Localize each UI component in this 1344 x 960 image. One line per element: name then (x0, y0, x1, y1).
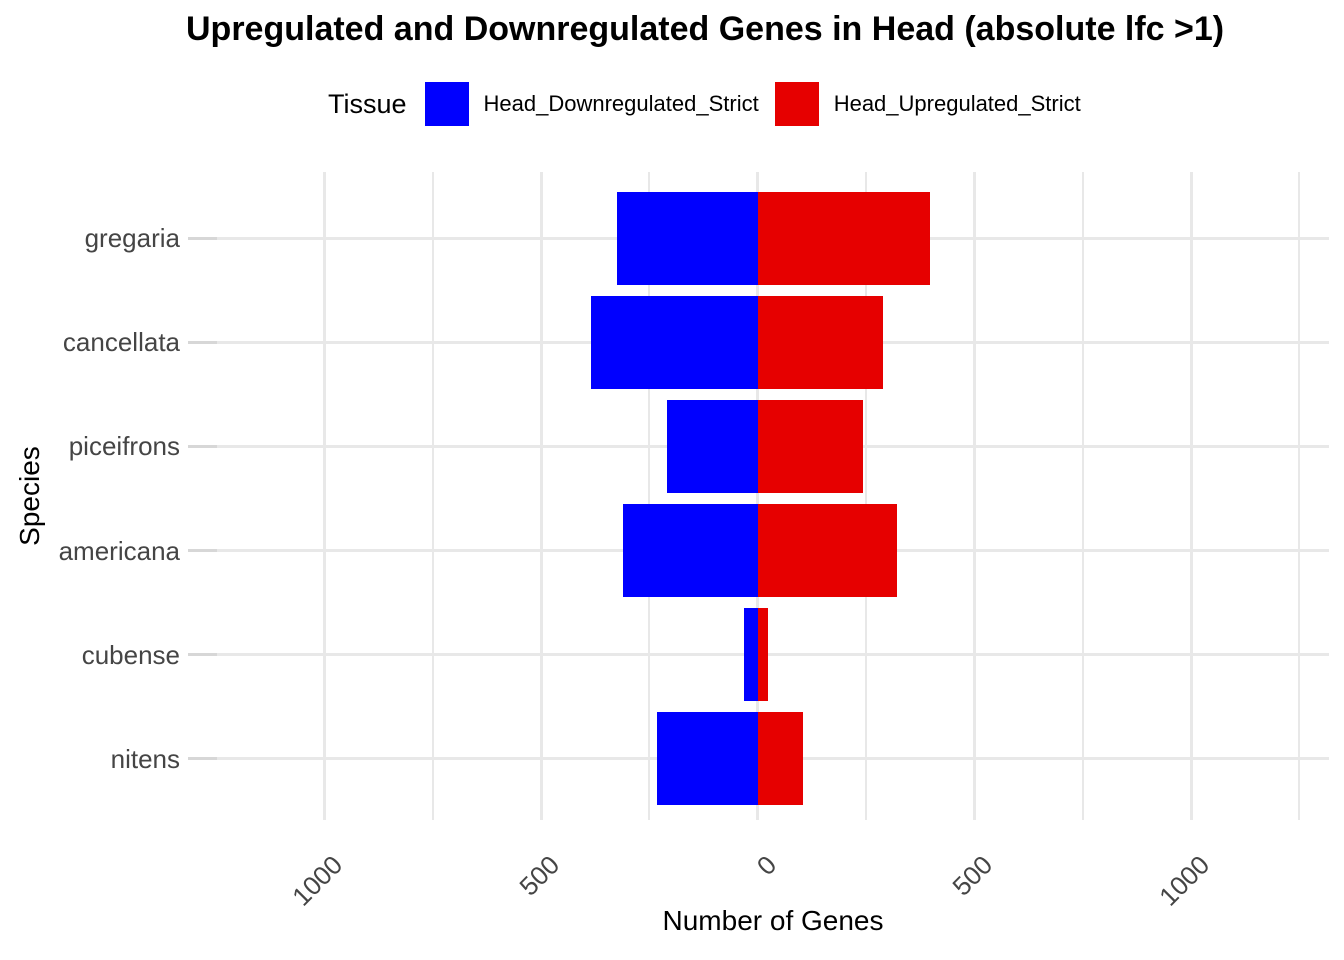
y-tick-mark (188, 653, 217, 656)
chart-title: Upregulated and Downregulated Genes in H… (186, 10, 1225, 48)
y-axis-label-nitens: nitens (110, 743, 180, 774)
y-tick-mark (188, 444, 217, 448)
bar-upregulated-cancellata (757, 295, 884, 389)
bar-upregulated-nitens (757, 712, 803, 806)
y-axis-title: Species (14, 446, 45, 546)
bar-downregulated-nitens (657, 712, 758, 806)
x-axis-label-500: 500 (513, 849, 566, 902)
bar-downregulated-piceifrons (666, 399, 758, 493)
legend-label-upregulated: Head_Upregulated_Strict (833, 91, 1081, 116)
y-axis-label-americana: americana (58, 535, 180, 566)
bar-upregulated-cubense (757, 608, 769, 701)
legend-label-downregulated: Head_Downregulated_Strict (483, 91, 759, 116)
bar-downregulated-cubense (743, 608, 758, 701)
bar-downregulated-gregaria (616, 191, 758, 285)
gridline-major-vertical (756, 172, 760, 820)
gridline-major-vertical (1189, 172, 1193, 820)
gridline-minor-vertical (865, 172, 868, 820)
gridline-major-horizontal (217, 653, 1329, 656)
legend-key-upregulated-swatch (774, 82, 819, 126)
legend-title: Tissue (328, 88, 407, 119)
bar-upregulated-piceifrons (757, 399, 864, 493)
y-axis-label-cancellata: cancellata (62, 327, 180, 358)
y-tick-mark (188, 340, 217, 344)
gridline-major-vertical (539, 172, 543, 820)
y-axis-label-cubense: cubense (81, 639, 180, 670)
x-axis-title: Number of Genes (662, 905, 884, 936)
bar-upregulated-americana (757, 504, 898, 597)
y-tick-mark (188, 757, 217, 761)
plot-panel (217, 172, 1329, 820)
y-axis-label-gregaria: gregaria (84, 223, 180, 254)
y-tick-mark (188, 549, 217, 552)
y-axis-label-piceifrons: piceifrons (68, 431, 180, 462)
gridline-major-vertical (322, 172, 326, 820)
bar-upregulated-gregaria (757, 191, 930, 285)
gridline-minor-vertical (1298, 172, 1301, 820)
bar-downregulated-americana (623, 504, 758, 597)
legend: Tissue Head_Downregulated_Strict Head_Up… (328, 80, 1081, 128)
x-axis-label-1000: 1000 (1153, 849, 1216, 912)
y-tick-mark (188, 236, 217, 240)
gridline-major-vertical (972, 172, 976, 820)
gridline-minor-vertical (648, 172, 651, 820)
x-axis-label-500: 500 (946, 849, 999, 902)
gridline-minor-vertical (1081, 172, 1084, 820)
bar-downregulated-cancellata (590, 295, 758, 389)
x-axis-label-0: 0 (750, 849, 782, 881)
legend-key-downregulated-swatch (424, 82, 469, 126)
x-axis-label-1000: 1000 (286, 849, 349, 912)
gridline-minor-vertical (431, 172, 434, 820)
